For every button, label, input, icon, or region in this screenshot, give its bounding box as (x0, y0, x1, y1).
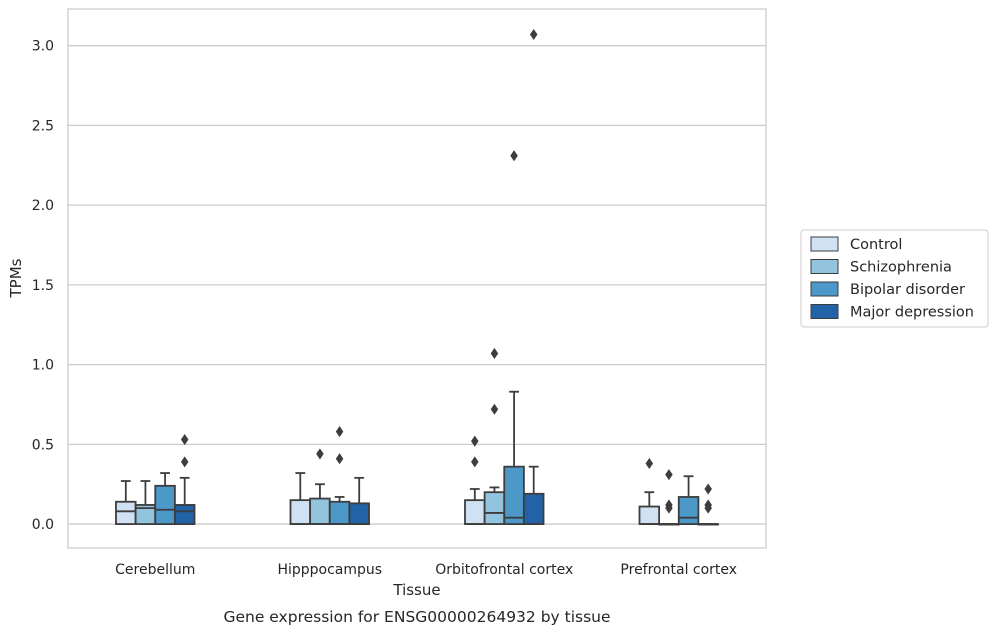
y-axis-label: TPMs (7, 258, 25, 298)
y-tick-label: 3.0 (32, 39, 54, 55)
gridlines (68, 45, 766, 525)
box-body (173, 504, 196, 525)
plot-area-frame (67, 8, 767, 549)
box-2-2 (503, 150, 525, 525)
box-0-0 (115, 480, 137, 525)
legend-label: Control (850, 237, 902, 253)
legend-item: Major depression (810, 304, 974, 321)
box-1-2 (328, 426, 351, 525)
legend-label: Bipolar disorder (850, 282, 965, 298)
x-axis-label: Tissue (392, 581, 440, 599)
y-tick-label: 1.0 (32, 358, 54, 374)
y-tick-label: 1.5 (32, 278, 54, 294)
box-body (522, 492, 545, 525)
box-body (638, 505, 661, 525)
box-0-1 (134, 480, 157, 525)
outlier-point (665, 502, 673, 514)
y-tick-label: 2.0 (32, 198, 54, 214)
box-1-1 (309, 448, 331, 525)
y-tick-label: 0.0 (32, 517, 54, 533)
outlier-point (490, 347, 499, 359)
legend-frame (800, 229, 989, 328)
outlier-point (471, 435, 479, 447)
box-2-1 (483, 347, 506, 525)
outlier-point (645, 457, 654, 470)
box-3-0 (638, 457, 661, 525)
outlier-point (665, 469, 673, 481)
outlier-point (704, 483, 712, 495)
box-body (483, 491, 506, 525)
x-tick-label: Hipppocampus (277, 562, 382, 578)
outlier-point (316, 448, 324, 460)
legend-swatch (810, 259, 839, 274)
y-tick-label: 0.5 (32, 437, 54, 453)
box-body (677, 496, 700, 525)
box-body (464, 499, 486, 525)
outlier-point (704, 502, 712, 514)
legend-swatch (810, 281, 839, 297)
box-body (503, 465, 525, 525)
box-1-0 (289, 472, 312, 525)
y-tick-label: 2.5 (32, 118, 54, 134)
box-0-2 (154, 472, 176, 525)
legend-swatch (810, 236, 839, 252)
x-tick-label: Prefrontal cortex (620, 562, 737, 578)
box-3-2 (677, 475, 700, 525)
outlier-point (510, 150, 518, 162)
outlier-point (471, 456, 479, 468)
outlier-point (180, 456, 189, 468)
outlier-point (335, 453, 344, 465)
outlier-point (529, 28, 538, 41)
y-axis-ticks: 0.0 0.5 1.0 1.5 2.0 2.5 3.0 (32, 39, 54, 533)
legend-label: Schizophrenia (850, 260, 952, 276)
outlier-point (490, 403, 499, 415)
x-axis-ticks: Cerebellum Hipppocampus Orbitofrontal cort… (115, 562, 737, 578)
legend-item: Schizophrenia (810, 259, 952, 276)
legend-item: Bipolar disorder (810, 281, 965, 298)
box-2-3 (522, 28, 545, 525)
legend-label: Major depression (850, 305, 974, 321)
box-2-0 (464, 435, 486, 525)
x-tick-label: Orbitofrontal cortex (435, 562, 573, 578)
box-body (309, 497, 331, 525)
box-body (154, 484, 176, 525)
legend-swatch (810, 304, 839, 319)
box-1-3 (348, 476, 370, 525)
outlier-point (180, 434, 189, 446)
box-body (348, 502, 370, 525)
box-3-3 (697, 483, 719, 526)
boxes (115, 28, 719, 526)
outlier-point (335, 426, 344, 438)
legend-item: Control (810, 236, 902, 253)
box-body (289, 499, 312, 525)
box-body (328, 500, 351, 525)
figure-caption: Gene expression for ENSG00000264932 by t… (223, 608, 610, 626)
box-body (115, 500, 137, 525)
box-0-3 (173, 434, 196, 525)
x-tick-label: Cerebellum (115, 562, 195, 578)
box-3-1 (658, 469, 680, 526)
legend: Control Schizophrenia Bipolar disorder Majo… (800, 229, 989, 328)
